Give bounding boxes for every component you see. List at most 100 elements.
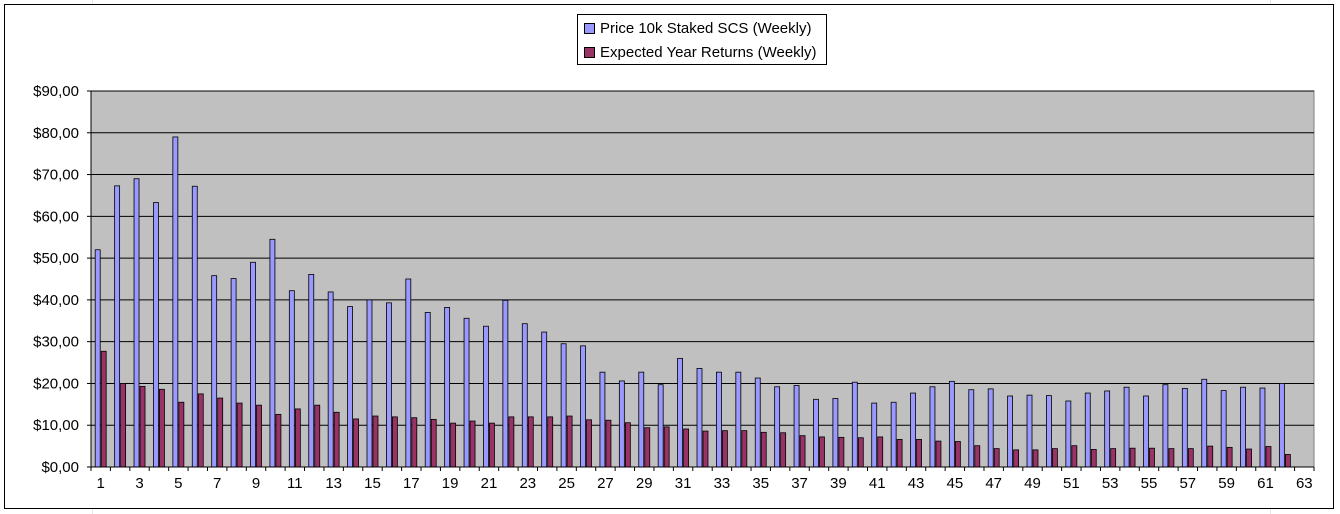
bar-price (444, 307, 451, 468)
bar-expected-returns (760, 431, 767, 468)
legend-item-returns: Expected Year Returns (Weekly) (584, 42, 817, 62)
y-tick-label: $90,00 (33, 83, 79, 100)
bar-price (1220, 390, 1227, 468)
bar-price (851, 381, 858, 468)
bar-expected-returns (722, 430, 728, 468)
bar-expected-returns (896, 439, 903, 468)
bar-price (1026, 394, 1033, 468)
bar-expected-returns (605, 419, 612, 468)
y-tick-label: $20,00 (33, 375, 79, 392)
bar-price (288, 290, 295, 468)
bar-expected-returns (1110, 448, 1117, 468)
bar-price (1259, 387, 1266, 468)
bar-price (987, 388, 994, 468)
x-tick-label: 17 (403, 475, 420, 492)
bar-price (385, 302, 392, 468)
bar-expected-returns (741, 430, 748, 468)
y-axis-tick-labels: $0,00 $10,00 $20,00 $30,00 $40,00 $50,00 $60,0… (33, 83, 79, 476)
bar-expected-returns (139, 385, 146, 468)
bar-price (638, 371, 645, 468)
bar-expected-returns (1013, 449, 1020, 468)
bar-expected-returns (159, 388, 165, 468)
bar-expected-returns (217, 397, 224, 468)
bar-price (793, 385, 800, 468)
bar-expected-returns (197, 393, 204, 468)
y-tick-label: $30,00 (33, 334, 79, 351)
x-tick-label: 37 (791, 475, 808, 492)
bar-price (968, 389, 975, 468)
bar-expected-returns (916, 439, 922, 468)
bar-price (502, 299, 509, 468)
x-tick-label: 43 (908, 475, 925, 492)
bar-expected-returns (469, 420, 476, 468)
gridlines (87, 90, 1314, 468)
legend-item-price: Price 10k Staked SCS (Weekly) (584, 18, 811, 38)
bar-expected-returns (1032, 449, 1039, 468)
bar-expected-returns (411, 417, 418, 468)
x-tick-label: 33 (714, 475, 731, 492)
bar-expected-returns (935, 440, 942, 468)
x-tick-label: 23 (519, 475, 536, 492)
bar-expected-returns (1246, 448, 1252, 468)
bar-price (677, 357, 683, 468)
x-tick-label: 31 (675, 475, 692, 492)
bar-expected-returns (391, 416, 398, 468)
bar-expected-returns (1187, 448, 1194, 468)
x-tick-label: 53 (1102, 475, 1119, 492)
x-tick-label: 25 (558, 475, 575, 492)
bar-price (133, 178, 140, 468)
bar-chart: $0,00 $10,00 $20,00 $30,00 $40,00 $50,00 $60,0… (33, 83, 1315, 492)
bar-expected-returns (314, 404, 321, 468)
x-tick-label: 3 (135, 475, 143, 492)
y-tick-label: $0,00 (41, 459, 79, 476)
bar-expected-returns (644, 427, 651, 468)
bar-expected-returns (236, 402, 243, 468)
bar-expected-returns (1129, 447, 1136, 468)
bar-expected-returns (1168, 448, 1175, 468)
bar-price (948, 380, 955, 468)
bar-expected-returns (1284, 454, 1291, 468)
bar-price (910, 392, 916, 468)
bar-expected-returns (547, 416, 554, 468)
x-tick-label: 19 (442, 475, 459, 492)
y-tick-label: $70,00 (33, 167, 79, 184)
bar-expected-returns (954, 441, 961, 468)
x-tick-label: 45 (947, 475, 964, 492)
bar-price (541, 331, 548, 468)
y-tick-label: $60,00 (33, 208, 79, 225)
bar-price (1201, 378, 1208, 468)
bar-price (424, 312, 431, 468)
y-tick-label: $10,00 (33, 417, 79, 434)
bar-price (1065, 400, 1072, 468)
x-tick-label: 15 (364, 475, 381, 492)
chart-area[interactable]: $0,00 $10,00 $20,00 $30,00 $40,00 $50,00 $60,0… (4, 4, 1334, 509)
y-tick-label: $50,00 (33, 250, 79, 267)
legend[interactable]: Price 10k Staked SCS (Weekly) Expected Y… (577, 14, 827, 65)
x-tick-label: 39 (830, 475, 847, 492)
bar-price (813, 398, 819, 468)
bar-expected-returns (974, 445, 981, 468)
bar-expected-returns (294, 408, 301, 468)
bar-expected-returns (624, 422, 631, 468)
bar-price (463, 317, 470, 468)
bar-price (327, 291, 334, 468)
y-tick-label: $80,00 (33, 125, 79, 142)
x-tick-label: 63 (1296, 475, 1313, 492)
bar-expected-returns (702, 430, 709, 468)
bar-price (521, 323, 528, 468)
bar-price (153, 202, 159, 468)
x-tick-label: 11 (287, 475, 303, 492)
bar-expected-returns (489, 422, 495, 468)
bar-price (929, 386, 936, 468)
x-tick-label: 9 (252, 475, 260, 492)
bar-price (308, 274, 315, 468)
bar-price (716, 371, 722, 468)
bar-expected-returns (120, 383, 127, 468)
bar-price (871, 402, 878, 468)
bar-price (657, 384, 664, 468)
bar-expected-returns (993, 448, 1000, 468)
bar-price (1181, 388, 1188, 468)
legend-swatch-returns (584, 46, 595, 58)
bar-price (890, 401, 897, 468)
